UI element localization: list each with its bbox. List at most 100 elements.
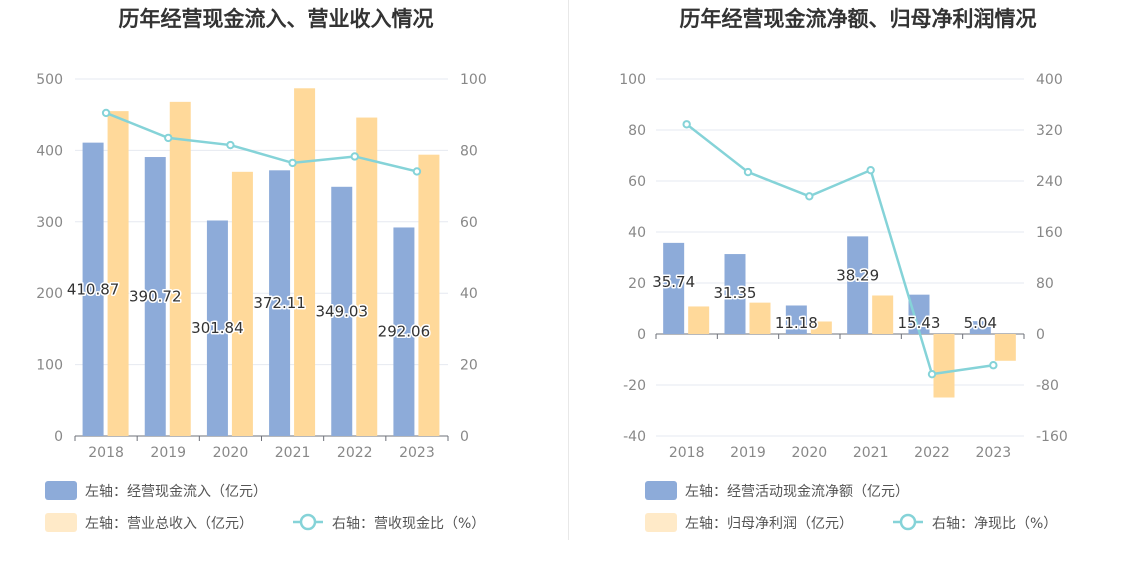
bar-primary (269, 170, 291, 436)
category-label: 2020 (792, 445, 828, 461)
bar-data-label: 5.04 (964, 314, 997, 332)
left-axis-tick-label: 100 (619, 72, 646, 88)
bar-secondary (810, 321, 832, 334)
ratio-point (805, 192, 814, 201)
category-label: 2022 (337, 445, 373, 461)
right-axis-tick-label: 400 (1036, 72, 1063, 88)
ratio-line (105, 111, 418, 173)
bar-data-label: 372.11 (253, 294, 306, 312)
right-axis-tick-label: 0 (460, 429, 469, 445)
ratio-point (288, 158, 297, 168)
legend-label: 左轴：经营现金流入（亿元） (85, 484, 267, 500)
right-axis-tick-label: 100 (460, 72, 487, 88)
right-axis-tick-label: 240 (1036, 174, 1063, 190)
bar-data-label: 390.72 (129, 288, 182, 306)
chart-2: 历年经营现金流净额、归母净利润情况 -40 -20 0 20 40 60 80 100 -160 -… (619, 7, 1068, 532)
bar-data-label: 31.35 (714, 284, 757, 302)
left-axis-tick-label: 20 (628, 276, 646, 292)
bar-secondary (231, 171, 253, 436)
bar-primary (206, 220, 228, 436)
right-axis-tick-label: -160 (1036, 429, 1068, 445)
bar-data-label: 410.87 (67, 280, 120, 298)
ratio-point (164, 133, 173, 143)
left-axis-tick-label: 80 (628, 123, 646, 139)
ratio-point (226, 140, 235, 150)
bar-secondary (169, 101, 191, 437)
bar-primary (663, 242, 685, 334)
category-label: 2021 (853, 445, 889, 461)
bar-data-label: 349.03 (316, 302, 369, 320)
bar-primary (393, 227, 415, 436)
category-label: 2019 (730, 445, 766, 461)
ratio-point (101, 108, 111, 118)
bar-primary (144, 157, 166, 436)
chart-title: 历年经营现金流净额、归母净利润情况 (680, 7, 1037, 31)
bar-secondary (356, 117, 378, 436)
left-axis-tick-label: 0 (637, 327, 646, 343)
bar-primary (969, 321, 991, 334)
right-axis-tick-label: 320 (1036, 123, 1063, 139)
category-label: 2018 (88, 445, 124, 461)
bar-primary (785, 305, 807, 334)
bar-secondary (872, 295, 894, 334)
ratio-point (927, 369, 937, 379)
bar-data-label: 35.74 (652, 273, 695, 291)
bar-primary (331, 186, 353, 436)
bar-data-label: 292.06 (378, 323, 431, 341)
category-label: 2021 (275, 445, 311, 461)
ratio-point (412, 167, 422, 176)
ratio-point (682, 120, 691, 129)
bar-data-label: 15.43 (898, 314, 941, 332)
legend-label: 右轴：营收现金比（%） (332, 516, 485, 532)
left-axis-tick-label: 40 (628, 225, 646, 241)
right-axis-tick-label: 80 (460, 143, 478, 159)
right-axis-tick-label: 160 (1036, 225, 1063, 241)
left-axis-tick-label: 100 (36, 358, 63, 374)
legend-label: 左轴：营业总收入（亿元） (85, 516, 253, 532)
bar-secondary (418, 154, 440, 436)
bar-secondary (933, 334, 955, 398)
legend-swatch-primary (645, 481, 677, 500)
ratio-point (989, 361, 998, 370)
bar-secondary (688, 306, 710, 334)
left-axis-tick-label: 0 (54, 429, 63, 445)
ratio-point (866, 165, 875, 175)
right-axis-tick-label: 40 (460, 286, 478, 302)
category-label: 2023 (976, 445, 1012, 461)
right-axis-tick-label: 60 (460, 215, 478, 231)
category-label: 2020 (213, 445, 249, 461)
legend-swatch-primary (45, 481, 77, 500)
legend-line-marker (899, 513, 917, 531)
legend-line-marker (299, 513, 317, 531)
left-axis-tick-label: 300 (36, 215, 63, 231)
left-axis-tick-label: -40 (623, 429, 646, 445)
right-axis-tick-label: -80 (1036, 378, 1059, 394)
bar-secondary (994, 334, 1016, 361)
ratio-point (743, 167, 753, 177)
chart-divider (568, 0, 569, 540)
category-label: 2023 (399, 445, 435, 461)
legend-label: 左轴：归母净利润（亿元） (685, 515, 853, 532)
ratio-point (350, 152, 359, 161)
bar-data-label: 11.18 (775, 314, 818, 332)
left-axis-tick-label: 500 (36, 72, 63, 88)
category-label: 2018 (669, 445, 705, 461)
bar-data-label: 301.84 (191, 319, 244, 337)
left-axis-tick-label: 200 (36, 286, 63, 302)
bar-secondary (294, 88, 316, 437)
legend-label: 左轴：经营活动现金流净额（亿元） (685, 484, 909, 500)
right-axis-tick-label: 80 (1036, 276, 1054, 292)
category-label: 2022 (914, 445, 950, 461)
bar-secondary (749, 302, 771, 334)
category-label: 2019 (150, 445, 186, 461)
legend-swatch-secondary (45, 513, 77, 532)
left-axis-tick-label: 400 (36, 143, 63, 159)
bar-primary (724, 254, 746, 334)
chart-1: 历年经营现金流入、营业收入情况 0 100 200 300 400 500 0 20 40 60 80… (36, 7, 487, 532)
bar-primary (908, 294, 930, 334)
right-axis-tick-label: 0 (1036, 327, 1045, 343)
chart-title: 历年经营现金流入、营业收入情况 (119, 7, 434, 31)
bar-primary (847, 236, 869, 334)
bar-primary (82, 142, 104, 436)
